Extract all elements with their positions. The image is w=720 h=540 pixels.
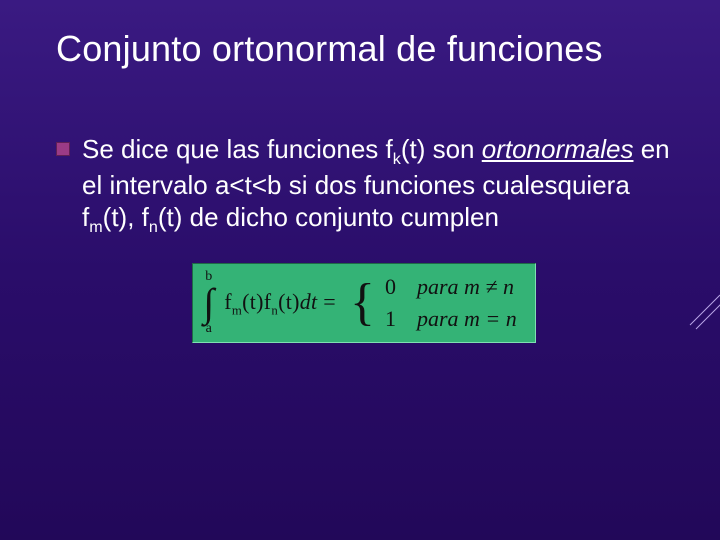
left-brace-icon: { bbox=[350, 277, 375, 329]
integrand-expression: fm(t)fn(t)dt = bbox=[224, 289, 336, 318]
case2-condition: para m = n bbox=[417, 306, 517, 332]
bullet-block: Se dice que las funciones fk(t) son orto… bbox=[56, 134, 672, 237]
body-sub-m: m bbox=[89, 218, 102, 236]
integrand-sub-m: m bbox=[232, 303, 242, 317]
equals-sign: = bbox=[317, 289, 336, 314]
piecewise-cases: 0 para m ≠ n 1 para m = n bbox=[385, 274, 517, 332]
body-sub-n: n bbox=[149, 218, 158, 236]
integrand-f1: f bbox=[224, 289, 232, 314]
bullet-icon bbox=[56, 142, 70, 156]
formula-container: b ∫ a fm(t)fn(t)dt = { 0 para m ≠ n 1 pa… bbox=[56, 263, 672, 343]
case-row-1: 0 para m ≠ n bbox=[385, 274, 517, 300]
integrand-dt: dt bbox=[300, 289, 318, 314]
body-paragraph: Se dice que las funciones fk(t) son orto… bbox=[82, 134, 672, 237]
integral-lower-limit: a bbox=[206, 322, 212, 336]
case1-condition: para m ≠ n bbox=[417, 274, 514, 300]
body-post: (t) de dicho conjunto cumplen bbox=[158, 202, 499, 232]
body-mid3: (t), f bbox=[103, 202, 149, 232]
integrand-arg1: (t) bbox=[242, 289, 264, 314]
corner-glare-icon bbox=[680, 285, 720, 335]
integral-sign-icon: ∫ bbox=[203, 286, 214, 320]
body-sub-k: k bbox=[393, 150, 401, 168]
integrand-arg2: (t) bbox=[278, 289, 300, 314]
formula-box: b ∫ a fm(t)fn(t)dt = { 0 para m ≠ n 1 pa… bbox=[192, 263, 536, 343]
case-row-2: 1 para m = n bbox=[385, 306, 517, 332]
slide: Conjunto ortonormal de funciones Se dice… bbox=[0, 0, 720, 540]
slide-title: Conjunto ortonormal de funciones bbox=[56, 28, 672, 70]
case2-value: 1 bbox=[385, 306, 401, 332]
case1-value: 0 bbox=[385, 274, 401, 300]
body-pre: Se dice que las funciones f bbox=[82, 134, 393, 164]
body-emph: ortonormales bbox=[482, 134, 634, 164]
integral-symbol: b ∫ a bbox=[203, 270, 214, 336]
body-mid1: (t) son bbox=[401, 134, 482, 164]
